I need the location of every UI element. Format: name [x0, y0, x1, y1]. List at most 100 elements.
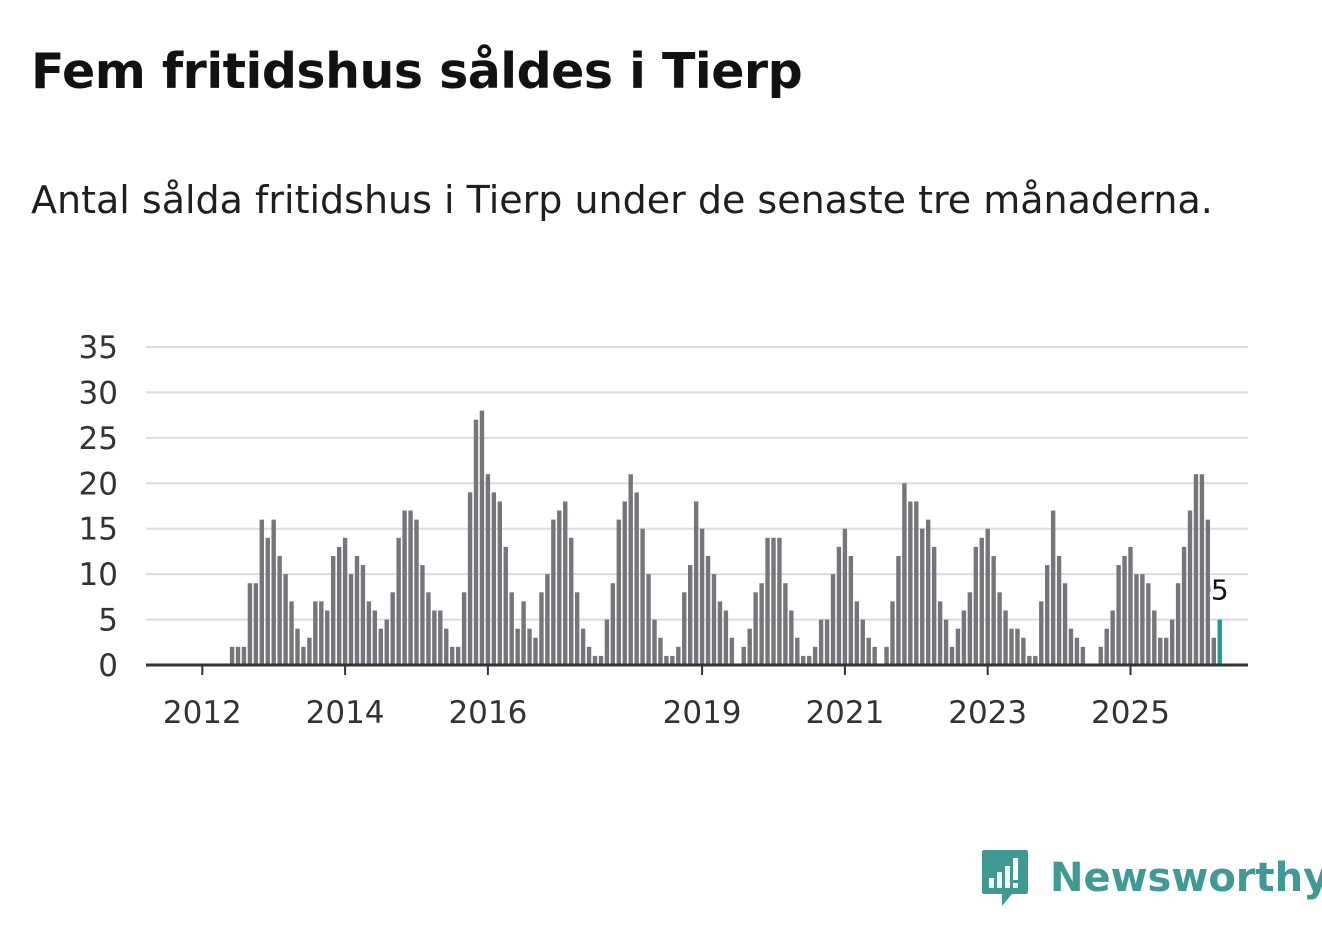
bar — [830, 574, 836, 665]
bar — [384, 619, 389, 665]
bar — [997, 592, 1002, 665]
bar-latest — [1217, 619, 1222, 665]
bar — [896, 555, 901, 665]
bar — [961, 610, 967, 665]
y-tick-label: 0 — [98, 648, 118, 684]
bar — [1187, 510, 1193, 665]
bar — [872, 646, 877, 665]
bar — [473, 419, 479, 665]
bar — [955, 628, 961, 665]
bar — [1110, 610, 1115, 665]
bar — [1033, 655, 1038, 665]
bar — [616, 519, 621, 665]
y-tick-label: 20 — [79, 466, 118, 502]
bar — [688, 565, 693, 665]
bar — [753, 592, 758, 665]
bar — [1146, 583, 1151, 665]
bar — [229, 646, 235, 665]
bar — [455, 646, 461, 665]
bar — [926, 519, 931, 665]
bar — [336, 546, 342, 665]
bar — [741, 646, 746, 665]
x-tick-label: 2012 — [163, 695, 242, 731]
bar — [586, 646, 592, 665]
bar — [908, 501, 913, 665]
y-tick-label: 10 — [79, 557, 118, 593]
x-tick-label: 2025 — [1091, 695, 1170, 731]
bar — [1045, 565, 1050, 665]
data-label-leader — [1209, 583, 1213, 598]
bar — [1027, 655, 1032, 665]
bar — [1050, 510, 1056, 665]
bar — [622, 501, 627, 665]
chart-title: Fem fritidshus såldes i Tierp — [31, 43, 803, 100]
bar — [902, 483, 907, 665]
bar — [1175, 583, 1181, 665]
bar — [1128, 546, 1133, 665]
bar — [1068, 628, 1074, 665]
bar — [551, 519, 556, 665]
bar — [717, 601, 723, 665]
bar — [235, 646, 241, 665]
bar — [503, 546, 508, 665]
bar — [1181, 546, 1187, 665]
bar — [670, 655, 675, 665]
bar — [574, 592, 580, 665]
bar — [1199, 474, 1205, 665]
bar — [295, 628, 300, 665]
bar — [949, 646, 955, 665]
bar — [545, 574, 550, 665]
bar — [914, 501, 919, 665]
bar — [646, 574, 651, 665]
bar — [515, 628, 520, 665]
bar — [1116, 565, 1121, 665]
bar — [479, 410, 485, 665]
bar — [795, 637, 800, 665]
bar — [658, 637, 663, 665]
y-tick-label: 30 — [79, 375, 118, 411]
bar — [854, 601, 859, 665]
bar — [325, 610, 330, 665]
bar — [682, 592, 687, 665]
bar — [652, 619, 657, 665]
bar — [360, 565, 366, 665]
y-tick-label: 5 — [98, 603, 118, 639]
bar — [414, 519, 419, 665]
y-tick-label: 15 — [79, 512, 118, 548]
bar — [420, 565, 425, 665]
bar — [634, 492, 639, 665]
x-axis-ticks: 2012 2014 2016 2019 2021 2023 2025 — [163, 665, 1170, 731]
bar — [884, 646, 889, 665]
bar — [812, 646, 818, 665]
bar — [931, 546, 937, 665]
bar — [331, 555, 336, 665]
bar — [1104, 628, 1109, 665]
bar — [402, 510, 407, 665]
bar — [598, 655, 604, 665]
bar — [711, 574, 717, 665]
bar — [789, 610, 794, 665]
bar — [271, 519, 276, 665]
bar — [497, 501, 502, 665]
bar — [569, 537, 574, 665]
bar — [801, 655, 806, 665]
bar — [390, 592, 395, 665]
bar — [771, 537, 776, 665]
bar — [1056, 555, 1062, 665]
bar — [943, 619, 949, 665]
bar — [491, 492, 497, 665]
bar — [265, 537, 270, 665]
bar — [890, 601, 895, 665]
bar — [1193, 474, 1199, 665]
bar — [1211, 637, 1216, 665]
bar — [438, 610, 443, 665]
bar — [937, 601, 943, 665]
bar — [1080, 646, 1086, 665]
bar — [759, 583, 764, 665]
newsworthy-logo-icon — [982, 850, 1028, 906]
bar — [1134, 574, 1139, 665]
bar — [378, 628, 383, 665]
bar — [610, 583, 616, 665]
bar — [783, 583, 788, 665]
bar — [747, 628, 752, 665]
